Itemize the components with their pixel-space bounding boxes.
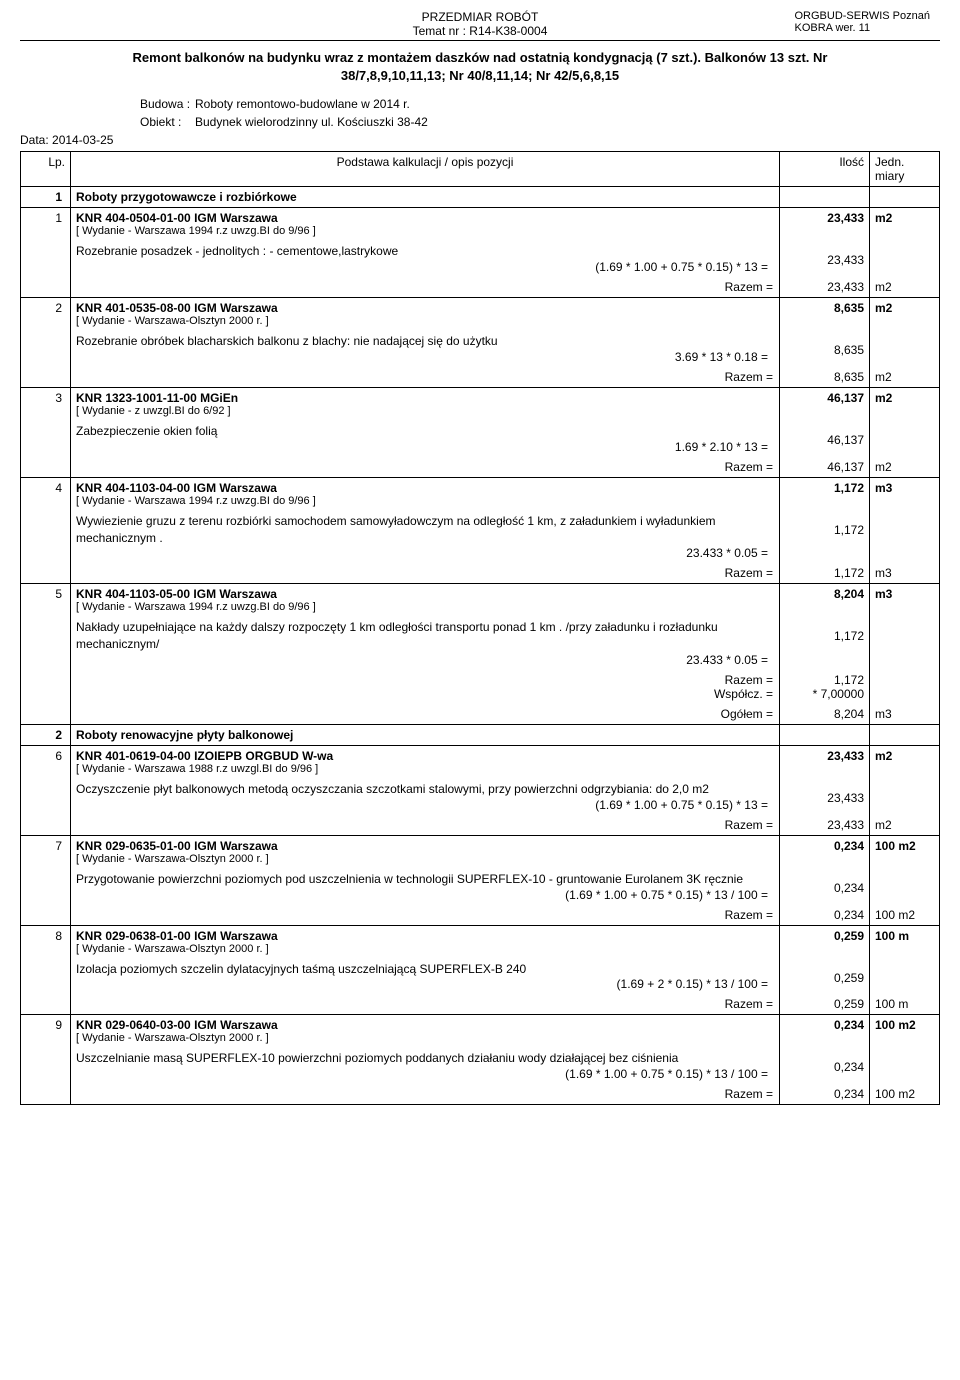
meta-date: Data: 2014-03-25 [20,133,940,147]
meta-budowa: Roboty remontowo-budowlane w 2014 r. [195,95,410,113]
meta-budowa-label: Budowa : [140,95,195,113]
header-version: KOBRA wer. 11 [794,22,930,34]
col-desc: Podstawa kalkulacji / opis pozycji [71,152,780,187]
table-header-row: Lp. Podstawa kalkulacji / opis pozycji I… [21,152,940,187]
header-company: ORGBUD-SERWIS Poznań [794,10,930,22]
page-header: PRZEDMIAR ROBÓT Temat nr : R14-K38-0004 … [20,10,940,41]
col-qty: Ilość [780,152,870,187]
main-table: Lp. Podstawa kalkulacji / opis pozycji I… [20,151,940,1105]
meta-block: Budowa : Roboty remontowo-budowlane w 20… [140,95,940,131]
col-lp: Lp. [21,152,71,187]
meta-obiekt-label: Obiekt : [140,113,195,131]
meta-obiekt: Budynek wielorodzinny ul. Kościuszki 38-… [195,113,428,131]
document-title: Remont balkonów na budynku wraz z montaż… [80,49,880,85]
col-unit: Jedn. miary [870,152,940,187]
